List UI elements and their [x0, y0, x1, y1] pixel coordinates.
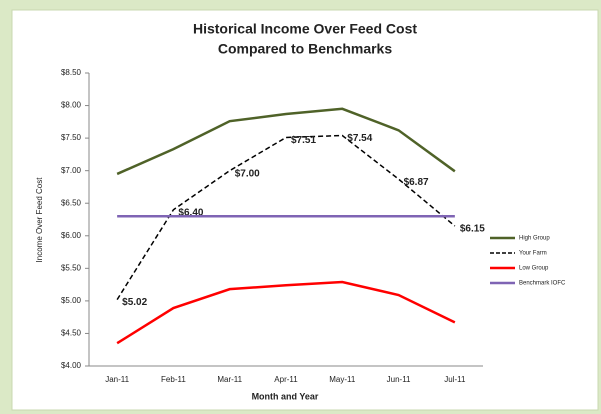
x-tick-label: Mar-11: [217, 375, 242, 384]
y-tick-label: $7.50: [61, 133, 82, 142]
legend-label: Benchmark IOFC: [519, 281, 566, 287]
x-tick-label: Feb-11: [161, 375, 186, 384]
chart-title: Historical Income Over Feed Cost: [193, 21, 417, 37]
data-label: $6.15: [460, 224, 485, 235]
series-line: [116, 134, 456, 300]
y-tick-label: $6.50: [61, 198, 82, 207]
data-label: $7.54: [347, 133, 372, 144]
data-label: $7.51: [291, 135, 316, 146]
data-label: $7.00: [235, 168, 260, 179]
x-tick-label: Jun-11: [387, 375, 411, 384]
legend-label: High Group: [519, 236, 550, 242]
y-tick-label: $4.50: [61, 329, 82, 338]
y-tick-label: $6.00: [61, 231, 82, 240]
series-line: [116, 107, 456, 176]
y-tick-label: $4.00: [61, 361, 82, 370]
x-tick-label: Jan-11: [105, 375, 129, 384]
legend-label: Your Farm: [519, 251, 547, 257]
y-tick-label: $7.00: [61, 166, 82, 175]
y-axis-label: Income Over Feed Cost: [35, 177, 44, 263]
data-label: $6.40: [178, 207, 203, 218]
x-tick-label: Apr-11: [274, 375, 298, 384]
y-tick-label: $8.50: [61, 68, 82, 77]
legend-label: Low Group: [519, 266, 549, 272]
data-label: $6.87: [404, 177, 429, 188]
chart-subtitle: Compared to Benchmarks: [218, 41, 392, 57]
x-tick-label: Jul-11: [444, 375, 466, 384]
y-tick-label: $5.00: [61, 296, 82, 305]
x-axis-label: Month and Year: [252, 391, 319, 401]
y-tick-label: $8.00: [61, 101, 82, 110]
series-line: [116, 280, 456, 345]
data-label: $5.02: [122, 297, 147, 308]
x-tick-label: May-11: [329, 375, 356, 384]
chart-panel: [11, 9, 599, 411]
y-tick-label: $5.50: [61, 263, 82, 272]
